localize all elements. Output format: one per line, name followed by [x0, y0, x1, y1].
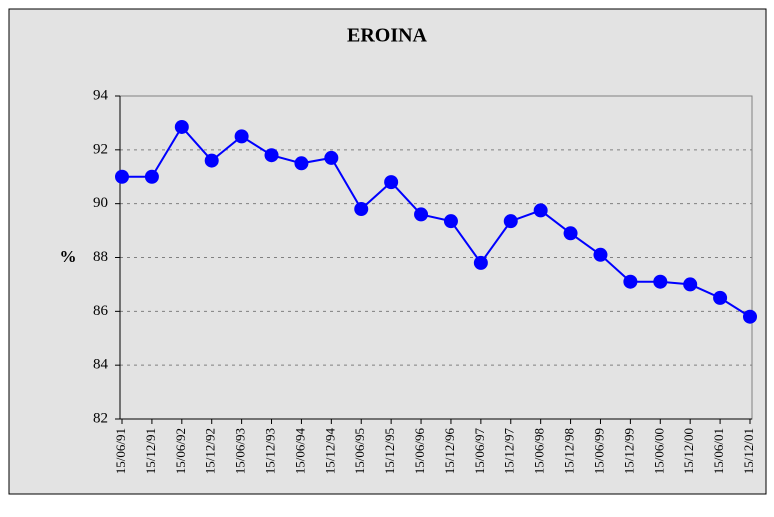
x-tick-label: 15/06/94 — [292, 428, 307, 475]
data-point — [443, 214, 458, 229]
x-tick-label: 15/12/01 — [741, 428, 756, 474]
data-point — [324, 150, 339, 165]
y-tick-label: 84 — [93, 357, 109, 373]
data-point — [354, 202, 369, 217]
x-tick-label: 15/06/98 — [532, 428, 547, 474]
data-line — [122, 125, 751, 318]
data-point — [204, 153, 219, 168]
x-tick-label: 15/12/92 — [203, 428, 218, 474]
x-tick-label: 15/12/91 — [143, 428, 158, 474]
data-point — [683, 277, 698, 292]
x-tick-label: 15/06/95 — [352, 428, 367, 474]
data-point — [294, 156, 309, 171]
data-point — [174, 119, 189, 134]
x-tick-label: 15/12/98 — [562, 428, 577, 474]
data-point — [473, 255, 488, 270]
data-point — [563, 226, 578, 241]
y-tick-label: 90 — [93, 195, 108, 211]
data-point — [264, 148, 279, 163]
y-tick-label: 88 — [93, 249, 108, 265]
x-tick-label: 15/12/99 — [621, 428, 636, 474]
y-tick-label: 82 — [93, 410, 108, 426]
data-point — [115, 169, 129, 184]
x-tick-label: 15/12/96 — [442, 428, 457, 475]
y-tick-label: 92 — [93, 141, 108, 157]
chart-title: EROINA — [347, 25, 428, 47]
data-point — [533, 203, 548, 218]
x-tick-label: 15/12/93 — [263, 428, 278, 474]
data-point — [144, 169, 159, 184]
x-tick-label: 15/12/97 — [502, 428, 517, 475]
y-axis-label: % — [60, 247, 77, 266]
x-tick-label: 15/12/95 — [382, 428, 397, 474]
x-tick-label: 15/06/92 — [173, 428, 188, 474]
x-tick-label: 15/06/01 — [711, 428, 726, 474]
y-tick-label: 86 — [93, 303, 109, 319]
x-tick-label: 15/06/99 — [591, 428, 606, 474]
data-point — [653, 274, 668, 289]
data-point — [503, 214, 518, 229]
data-point — [234, 129, 249, 144]
x-tick-label: 15/06/93 — [233, 428, 248, 474]
y-tick-label: 94 — [93, 87, 109, 103]
x-tick-label: 15/12/94 — [322, 428, 337, 475]
x-tick-label: 15/06/00 — [651, 428, 666, 474]
data-point — [713, 290, 728, 305]
data-point — [623, 274, 638, 289]
data-point — [743, 309, 757, 324]
x-tick-label: 15/06/91 — [113, 428, 128, 474]
data-point — [414, 207, 429, 222]
x-tick-label: 15/06/97 — [472, 428, 487, 475]
data-point — [593, 247, 608, 262]
data-point — [384, 175, 399, 190]
x-tick-label: 15/06/96 — [412, 428, 427, 475]
x-tick-label: 15/12/00 — [681, 428, 696, 474]
